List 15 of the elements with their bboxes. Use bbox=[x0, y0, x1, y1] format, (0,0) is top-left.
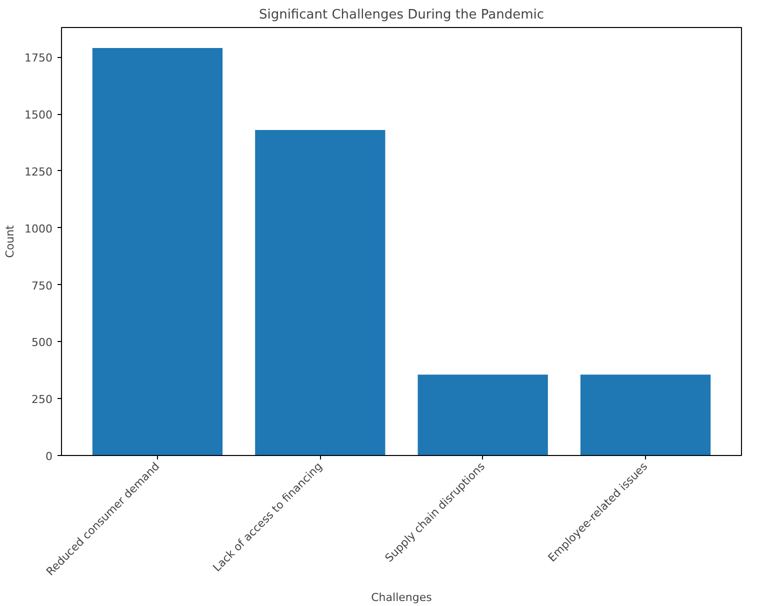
y-tick-label: 1750 bbox=[24, 52, 53, 65]
y-tick-label: 500 bbox=[32, 336, 53, 350]
y-tick-label: 750 bbox=[32, 279, 53, 292]
y-tick-label: 1500 bbox=[24, 108, 53, 122]
y-axis-title: Count bbox=[4, 224, 17, 258]
y-tick-label: 1250 bbox=[24, 165, 53, 178]
x-axis-title: Challenges bbox=[371, 590, 432, 604]
bar bbox=[418, 374, 548, 456]
bar bbox=[580, 374, 711, 456]
bar bbox=[255, 130, 386, 456]
chart-title: Significant Challenges During the Pandemic bbox=[258, 8, 544, 22]
y-tick-label: 1000 bbox=[24, 222, 53, 236]
y-tick-label: 250 bbox=[32, 393, 53, 406]
y-tick-label: 0 bbox=[46, 450, 52, 463]
bar bbox=[92, 48, 223, 456]
